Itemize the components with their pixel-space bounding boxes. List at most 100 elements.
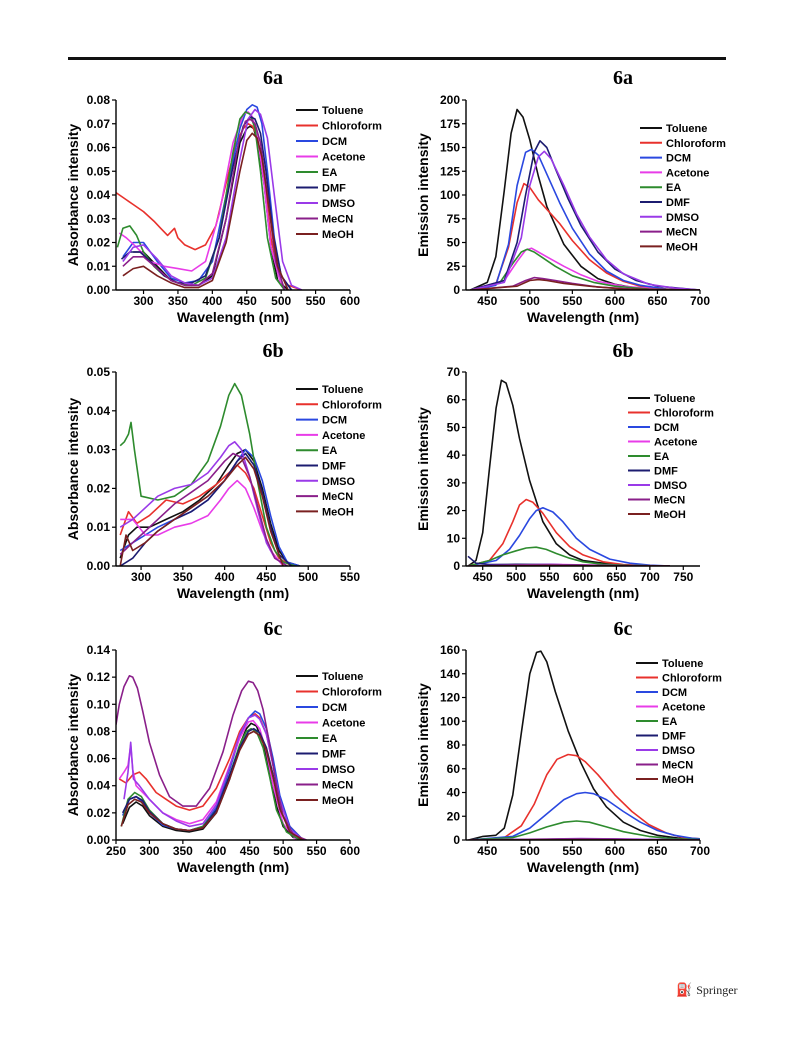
legend-label-dmf: DMF [322,749,346,761]
series-line-meoh [470,278,700,290]
legend-label-acetone: Acetone [322,152,365,164]
series-line-meoh [122,132,289,290]
series-line-dcm [468,791,700,840]
series-line-chloroform [468,753,700,840]
y-axis-label: Emission intensity [415,683,431,807]
series-group [467,379,670,566]
legend-label-ea: EA [666,182,681,194]
legend-label-dmf: DMF [666,197,690,209]
y-tick-label: 60 [447,393,461,407]
y-tick-label: 125 [440,164,460,178]
y-tick-label: 200 [440,93,460,107]
x-tick-label: 450 [477,844,497,858]
y-tick-label: 0.01 [87,520,111,534]
series-line-toluene [467,379,670,566]
legend-label-toluene: Toluene [322,671,363,683]
x-tick-label: 300 [131,570,151,584]
legend-label-ea: EA [322,445,337,457]
legend-label-chloroform: Chloroform [662,673,722,685]
y-tick-label: 0.05 [87,365,111,379]
chart-title: 6b [612,340,633,362]
series-line-acetone [120,479,284,566]
x-tick-label: 550 [540,570,560,584]
legend-label-toluene: Toluene [662,658,703,670]
series-line-dcm [122,104,293,290]
legend-label-mecn: MeCN [322,491,353,503]
chart-em-6a: 6a 450 500 550 600 650 700 0 25 50 75 100 125 150 175 2… [415,67,726,325]
y-tick-label: 20 [447,504,461,518]
x-tick-label: 600 [573,570,593,584]
x-tick-label: 400 [202,294,222,308]
x-tick-label: 650 [647,844,667,858]
x-tick-label: 600 [340,294,360,308]
x-tick-label: 450 [240,844,260,858]
legend-label-dmf: DMF [662,731,686,743]
chart-title: 6b [262,340,283,362]
x-tick-label: 550 [340,570,360,584]
legend-label-toluene: Toluene [666,123,707,135]
x-tick-label: 450 [473,570,493,584]
x-tick-label: 550 [562,294,582,308]
legend-label-mecn: MeCN [322,780,353,792]
x-tick-label: 400 [206,844,226,858]
series-line-dcm [467,507,670,566]
x-axis-label: Wavelength (nm) [177,309,289,325]
y-tick-label: 0.04 [87,779,111,793]
y-tick-label: 0.08 [87,724,111,738]
legend: Toluene Chloroform DCM Acetone EA DMF DMSO MeCN… [640,123,726,253]
x-tick-label: 300 [134,294,154,308]
legend: Toluene Chloroform DCM Acetone EA DMF DMSO MeCN… [628,393,714,521]
y-tick-label: 120 [440,691,460,705]
y-tick-label: 0.08 [87,93,111,107]
series-line-toluene [119,448,301,566]
header-rule [68,57,726,60]
legend-label-meoh: MeOH [654,509,686,521]
legend-label-dmso: DMSO [666,212,699,224]
legend-label-toluene: Toluene [322,384,363,396]
series-line-ea [467,546,670,566]
legend-label-chloroform: Chloroform [322,399,382,411]
x-axis-label: Wavelength (nm) [177,859,289,875]
legend-label-acetone: Acetone [662,702,705,714]
x-tick-label: 350 [168,294,188,308]
x-tick-label: 250 [106,844,126,858]
legend-label-acetone: Acetone [666,167,709,179]
x-tick-label: 500 [506,570,526,584]
x-tick-label: 700 [690,294,710,308]
x-tick-label: 600 [340,844,360,858]
y-tick-label: 0.04 [87,188,111,202]
y-tick-label: 0.05 [87,164,111,178]
x-tick-label: 550 [562,844,582,858]
series-line-ea [119,382,296,566]
legend-label-dcm: DCM [322,702,347,714]
y-tick-label: 0.00 [87,559,111,573]
series-line-dcm [470,148,700,290]
series-group [119,382,301,566]
y-tick-label: 0.10 [87,697,111,711]
y-tick-label: 75 [447,212,461,226]
y-axis-label: Absorbance intensity [65,124,81,267]
y-tick-label: 150 [440,141,460,155]
x-tick-label: 650 [606,570,626,584]
y-tick-label: 160 [440,643,460,657]
y-tick-label: 175 [440,117,460,131]
y-tick-label: 30 [447,476,461,490]
y-tick-label: 0 [453,283,460,297]
x-tick-label: 700 [640,570,660,584]
series-line-chloroform [470,182,700,290]
series-line-dmso [119,441,288,566]
y-tick-label: 25 [447,259,461,273]
legend-label-meoh: MeOH [322,506,354,518]
y-tick-label: 0.06 [87,752,111,766]
x-axis-label: Wavelength (nm) [527,859,639,875]
x-tick-label: 650 [647,294,667,308]
y-axis-label: Emission intensity [415,133,431,257]
y-tick-label: 0.12 [87,670,111,684]
series-line-dcm [121,710,304,840]
chart-title: 6a [613,67,633,89]
legend-label-mecn: MeCN [666,227,697,239]
legend-label-dcm: DCM [666,153,691,165]
legend-label-dmso: DMSO [322,764,355,776]
series-line-dmso [122,108,303,290]
